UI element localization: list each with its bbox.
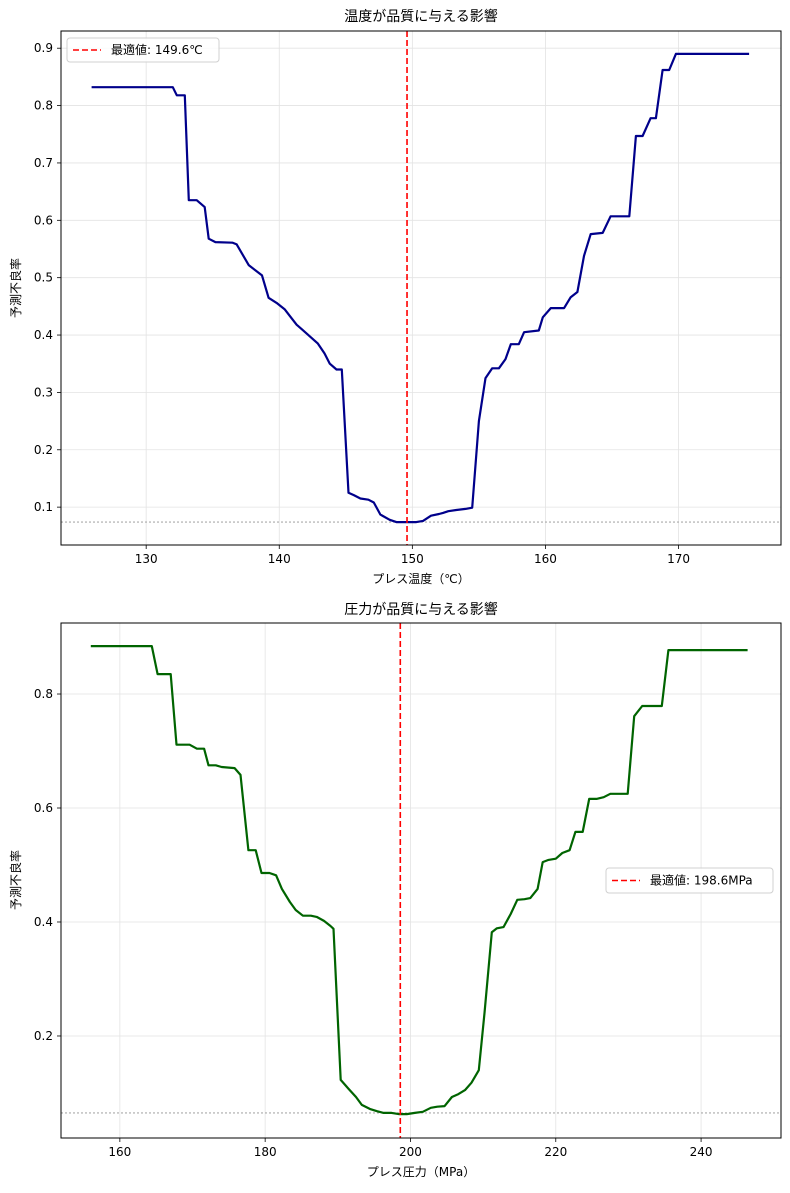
x-axis-label: プレス温度（℃）: [372, 571, 469, 586]
x-tick-label: 180: [254, 1145, 277, 1159]
legend: 最適値: 149.6℃: [66, 37, 220, 63]
x-tick-label: 130: [135, 552, 158, 566]
x-tick-label: 140: [268, 552, 291, 566]
y-tick-label: 0.8: [34, 687, 53, 701]
y-tick-label: 0.7: [34, 156, 53, 170]
y-tick-label: 0.4: [34, 915, 53, 929]
axes-frame: [60, 30, 782, 546]
prediction-line: [90, 644, 748, 1116]
prediction-line: [91, 52, 750, 524]
legend-box: [66, 37, 220, 63]
x-tick-label: 170: [667, 552, 690, 566]
y-tick-label: 0.2: [34, 1029, 53, 1043]
chart-title: 圧力が品質に与える影響: [344, 601, 498, 618]
y-axis-label: 予測不良率: [8, 850, 23, 910]
y-axis-label: 予測不良率: [8, 258, 23, 318]
legend-box: [605, 867, 774, 894]
y-tick-label: 0.6: [34, 801, 53, 815]
x-tick-label: 220: [544, 1145, 567, 1159]
x-tick-label: 160: [108, 1145, 131, 1159]
legend-label: 最適値: 149.6℃: [111, 42, 203, 57]
chart-title: 温度が品質に与える影響: [344, 8, 498, 25]
y-tick-label: 0.4: [34, 328, 53, 342]
x-tick-label: 150: [401, 552, 424, 566]
y-tick-label: 0.6: [34, 213, 53, 227]
y-tick-label: 0.8: [34, 99, 53, 113]
legend: 最適値: 198.6MPa: [605, 867, 774, 894]
y-tick-label: 0.5: [34, 271, 53, 285]
legend-label: 最適値: 198.6MPa: [650, 873, 753, 888]
y-tick-label: 0.1: [34, 500, 53, 514]
y-tick-label: 0.2: [34, 443, 53, 457]
y-tick-label: 0.9: [34, 41, 53, 55]
x-tick-label: 240: [690, 1145, 713, 1159]
x-tick-label: 160: [534, 552, 557, 566]
x-tick-label: 200: [399, 1145, 422, 1159]
x-axis-label: プレス圧力（MPa）: [367, 1165, 475, 1179]
y-tick-label: 0.3: [34, 385, 53, 399]
axes-frame: [60, 622, 782, 1139]
pressure-chart: 圧力が品質に与える影響 プレス圧力（MPa） 予測不良率 160 180 200 22…: [8, 601, 782, 1179]
temperature-chart: 温度が品質に与える影響 プレス温度（℃） 予測不良率 130 140 150 160 1…: [8, 8, 782, 586]
